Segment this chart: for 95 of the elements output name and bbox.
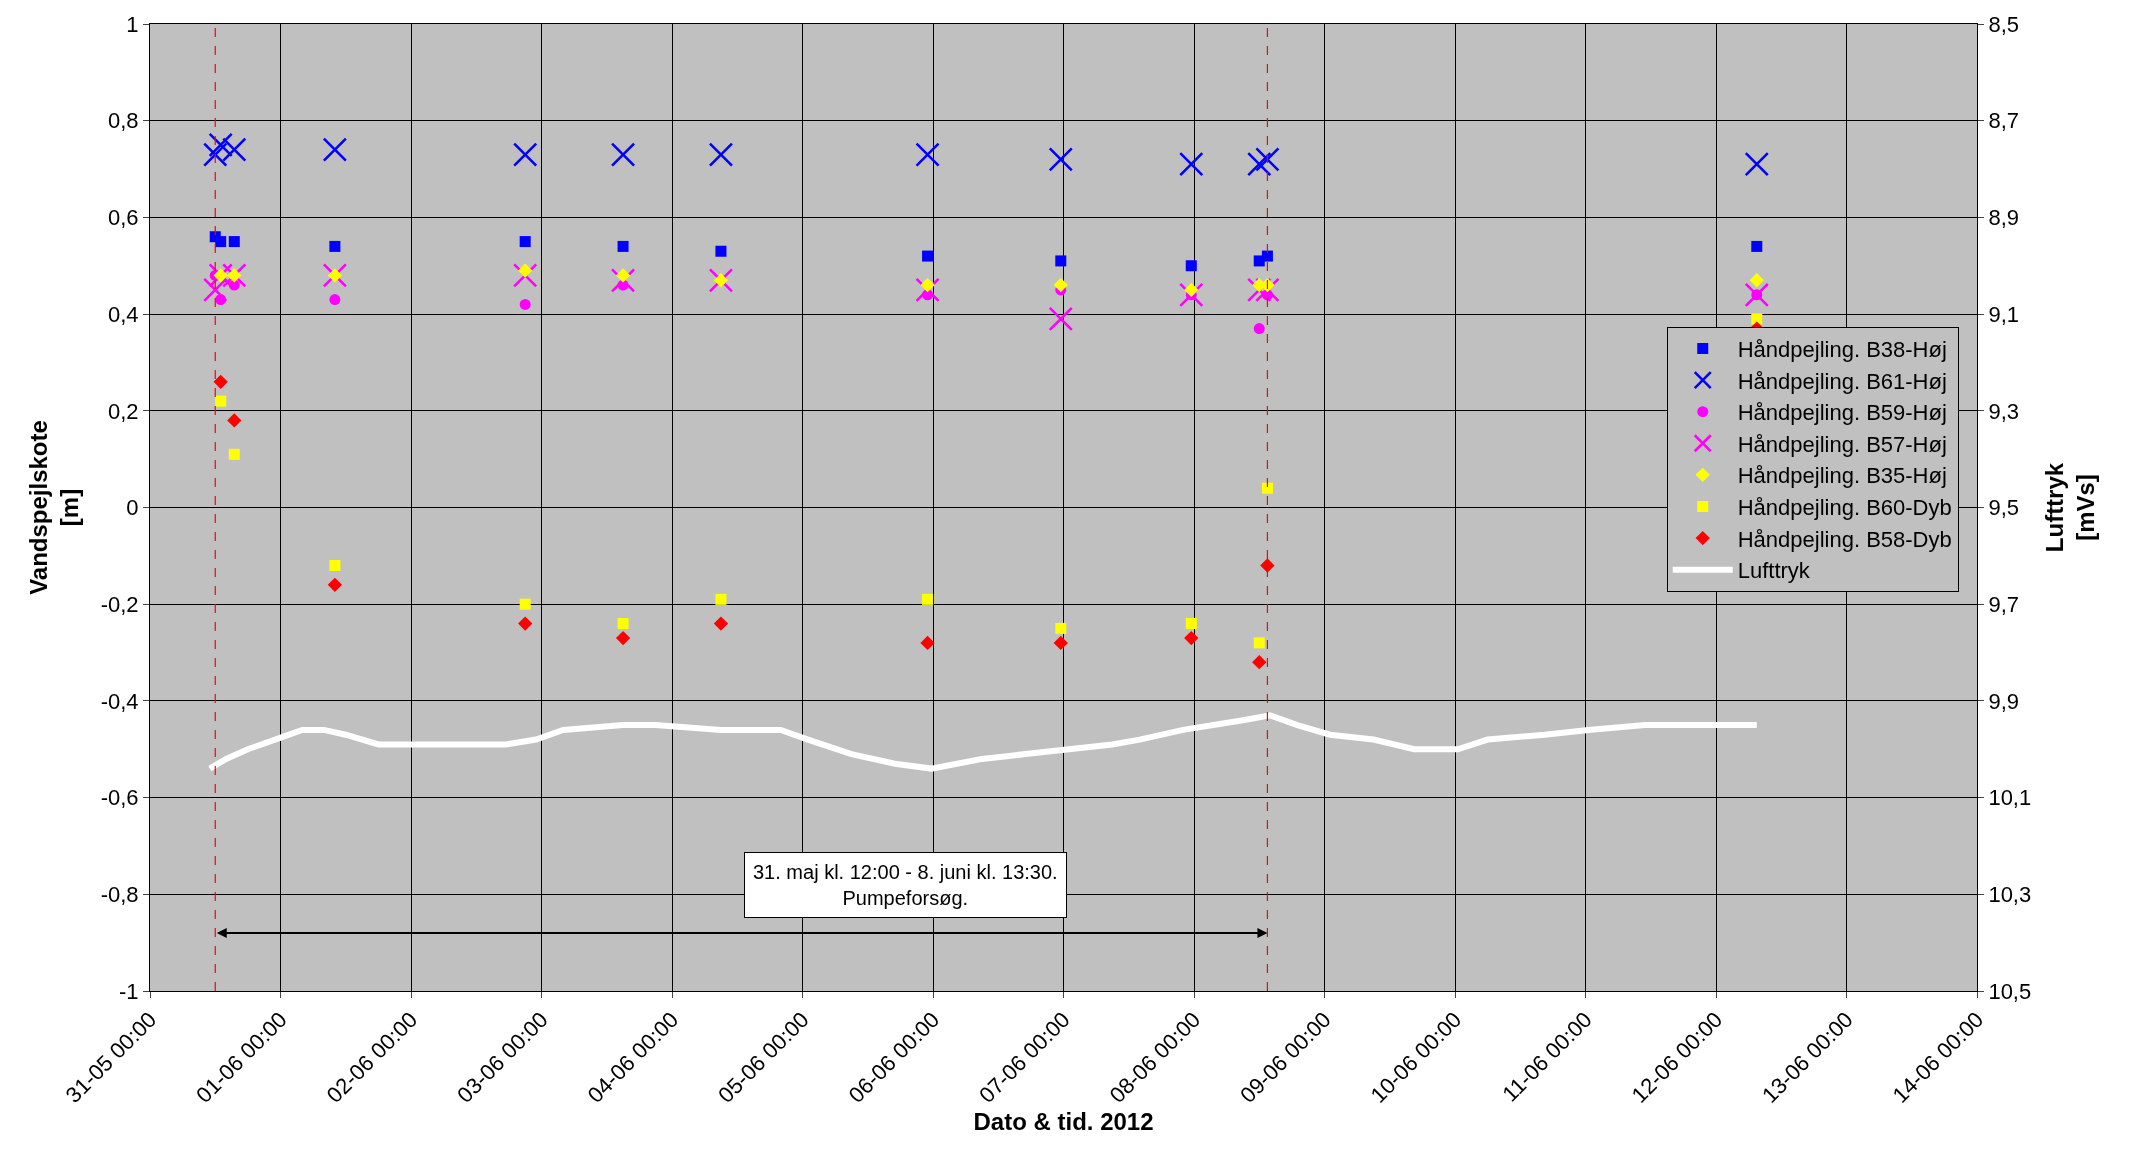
legend-label: Lufttryk — [1737, 558, 1811, 584]
y-tick-label: 0,8 — [108, 108, 139, 134]
point — [1255, 147, 1280, 172]
point — [327, 577, 343, 593]
point — [227, 413, 242, 428]
y2-tick-label: 8,9 — [1988, 205, 2019, 231]
point — [617, 618, 629, 630]
point — [227, 268, 242, 283]
y2-tick-label: 10,3 — [1988, 882, 2032, 907]
legend-label: Håndpejling. B58-Dyb — [1737, 526, 1952, 552]
point — [1261, 482, 1273, 494]
point — [922, 593, 934, 605]
point — [329, 294, 341, 306]
point — [708, 142, 734, 167]
point — [1751, 240, 1763, 252]
point — [1744, 151, 1770, 177]
point — [228, 448, 240, 460]
y-tick-label: -0,6 — [100, 785, 139, 811]
y2-tick-label: 8,5 — [1988, 11, 2019, 37]
point — [1261, 250, 1273, 262]
point — [208, 132, 233, 158]
point — [215, 395, 227, 407]
point — [1048, 147, 1074, 172]
point — [519, 298, 531, 310]
y2-tick-label: 8,7 — [1988, 108, 2019, 134]
point — [617, 240, 629, 252]
legend-label: Håndpejling. B38-Høj — [1737, 337, 1947, 363]
point — [1749, 273, 1764, 288]
y2-tick-label: 9,5 — [1988, 495, 2019, 521]
y2-tick-label: 9,3 — [1988, 398, 2019, 424]
point — [329, 240, 341, 252]
point — [713, 616, 729, 631]
point — [213, 268, 228, 283]
point — [203, 277, 228, 303]
legend-label: Håndpejling. B35-Høj — [1737, 463, 1947, 489]
point — [1247, 151, 1272, 177]
point — [203, 142, 228, 167]
y2-tick-label: 10,1 — [1988, 785, 2032, 811]
point — [1179, 151, 1204, 177]
point — [610, 142, 636, 167]
point — [922, 250, 934, 262]
point — [1053, 277, 1068, 293]
point — [1253, 323, 1265, 335]
y-tick-label: 1 — [126, 11, 139, 37]
y-axis-title: Vandspejlskote [m] — [24, 420, 83, 595]
point — [213, 374, 228, 389]
point — [329, 560, 341, 572]
point — [1055, 255, 1067, 267]
point — [920, 635, 935, 651]
y-tick-label: 0,6 — [108, 205, 139, 231]
y-tick-label: -1 — [119, 978, 139, 1004]
point — [222, 137, 247, 162]
point — [715, 245, 727, 257]
point — [1253, 637, 1265, 649]
legend-label: Håndpejling. B59-Høj — [1737, 400, 1947, 426]
legend-label: Håndpejling. B60-Dyb — [1737, 495, 1952, 521]
point — [920, 277, 935, 293]
point — [715, 593, 727, 605]
y2-tick-label: 9,9 — [1988, 688, 2019, 714]
point — [215, 236, 227, 248]
y2-tick-label: 9,7 — [1988, 591, 2019, 617]
y2-tick-label: 9,1 — [1988, 301, 2019, 327]
y-tick-label: -0,4 — [100, 688, 139, 714]
point — [615, 630, 631, 646]
point — [1055, 622, 1067, 634]
legend-label: Håndpejling. B57-Høj — [1737, 431, 1947, 457]
point — [519, 598, 531, 610]
point — [1252, 655, 1267, 670]
y-tick-label: -0,8 — [100, 882, 139, 907]
point — [1260, 558, 1275, 573]
legend-label: Håndpejling. B61-Høj — [1737, 368, 1947, 394]
point — [1184, 630, 1199, 646]
annotation: 31. maj kl. 12:00 - 8. juni kl. 13:30. Pumpeforsøg. — [753, 861, 1058, 909]
y-tick-label: 0,4 — [108, 301, 139, 327]
y-tick-label: 0,2 — [108, 398, 139, 424]
point — [915, 142, 940, 167]
point — [322, 137, 348, 162]
y-tick-label: -0,2 — [100, 591, 139, 617]
point — [615, 268, 631, 283]
point — [1185, 618, 1197, 630]
point — [1185, 260, 1197, 272]
point — [1048, 306, 1074, 332]
x-axis-title: Dato & tid. 2012 — [973, 1107, 1154, 1135]
point — [1751, 313, 1763, 325]
point — [1053, 635, 1068, 651]
y2-tick-label: 10,5 — [1988, 978, 2032, 1004]
point — [518, 616, 533, 631]
point — [518, 263, 533, 278]
point — [512, 142, 538, 167]
y-tick-label: 0 — [126, 495, 139, 521]
point — [1184, 282, 1199, 298]
point — [519, 236, 531, 248]
point — [327, 268, 343, 283]
point — [228, 236, 240, 248]
y2-axis-title: Lufttryk [mVs] — [2040, 462, 2099, 553]
